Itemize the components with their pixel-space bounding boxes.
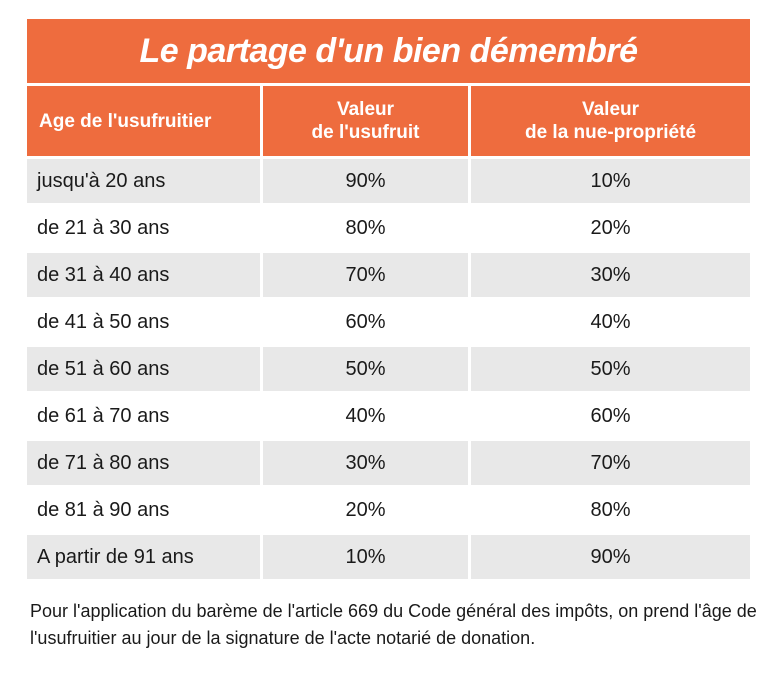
age-cell: A partir de 91 ans: [27, 535, 263, 579]
table-row: jusqu'à 20 ans 90% 10%: [27, 159, 750, 203]
age-cell: jusqu'à 20 ans: [27, 159, 263, 203]
header-age: Age de l'usufruitier: [27, 86, 263, 156]
usufruit-cell: 30%: [263, 441, 471, 485]
header-nue-line-1: Valeur: [581, 99, 640, 120]
age-cell: de 41 à 50 ans: [27, 300, 263, 344]
age-cell: de 51 à 60 ans: [27, 347, 263, 391]
nue-cell: 40%: [471, 300, 750, 344]
age-cell: de 21 à 30 ans: [27, 206, 263, 250]
nue-cell: 50%: [471, 347, 750, 391]
usufruit-cell: 70%: [263, 253, 471, 297]
usufruit-cell: 40%: [263, 394, 471, 438]
usufruit-cell: 80%: [263, 206, 471, 250]
table-title: Le partage d'un bien démembré: [27, 19, 750, 83]
header-usufruit-line-2: de l'usufruit: [311, 122, 420, 143]
age-cell: de 31 à 40 ans: [27, 253, 263, 297]
nue-cell: 70%: [471, 441, 750, 485]
table-row: de 21 à 30 ans 80% 20%: [27, 206, 750, 250]
header-nue-propriete: Valeur de la nue-propriété: [471, 86, 750, 156]
usufruit-cell: 50%: [263, 347, 471, 391]
usufruit-cell: 10%: [263, 535, 471, 579]
age-cell: de 81 à 90 ans: [27, 488, 263, 532]
header-age-label: Age de l'usufruitier: [39, 110, 212, 132]
usufruit-cell: 20%: [263, 488, 471, 532]
title-divider: [27, 83, 750, 86]
table-row: de 31 à 40 ans 70% 30%: [27, 253, 750, 297]
valuation-table: Le partage d'un bien démembré Age de l'u…: [27, 19, 750, 579]
table-row: A partir de 91 ans 10% 90%: [27, 535, 750, 579]
usufruit-cell: 90%: [263, 159, 471, 203]
nue-cell: 10%: [471, 159, 750, 203]
usufruit-cell: 60%: [263, 300, 471, 344]
header-nue-line-2: de la nue-propriété: [524, 122, 697, 143]
nue-cell: 60%: [471, 394, 750, 438]
nue-cell: 30%: [471, 253, 750, 297]
nue-cell: 20%: [471, 206, 750, 250]
footnote: Pour l'application du barème de l'articl…: [30, 601, 757, 648]
table-row: de 51 à 60 ans 50% 50%: [27, 347, 750, 391]
table-row: de 81 à 90 ans 20% 80%: [27, 488, 750, 532]
nue-cell: 90%: [471, 535, 750, 579]
table-row: de 71 à 80 ans 30% 70%: [27, 441, 750, 485]
table-header-row: Age de l'usufruitier Valeur de l'usufrui…: [27, 86, 750, 156]
table-body: jusqu'à 20 ans 90% 10% de 21 à 30 ans 80…: [27, 159, 750, 579]
header-usufruit: Valeur de l'usufruit: [263, 86, 471, 156]
age-cell: de 71 à 80 ans: [27, 441, 263, 485]
age-cell: de 61 à 70 ans: [27, 394, 263, 438]
header-usufruit-line-1: Valeur: [336, 99, 395, 120]
table-row: de 41 à 50 ans 60% 40%: [27, 300, 750, 344]
nue-cell: 80%: [471, 488, 750, 532]
table-row: de 61 à 70 ans 40% 60%: [27, 394, 750, 438]
